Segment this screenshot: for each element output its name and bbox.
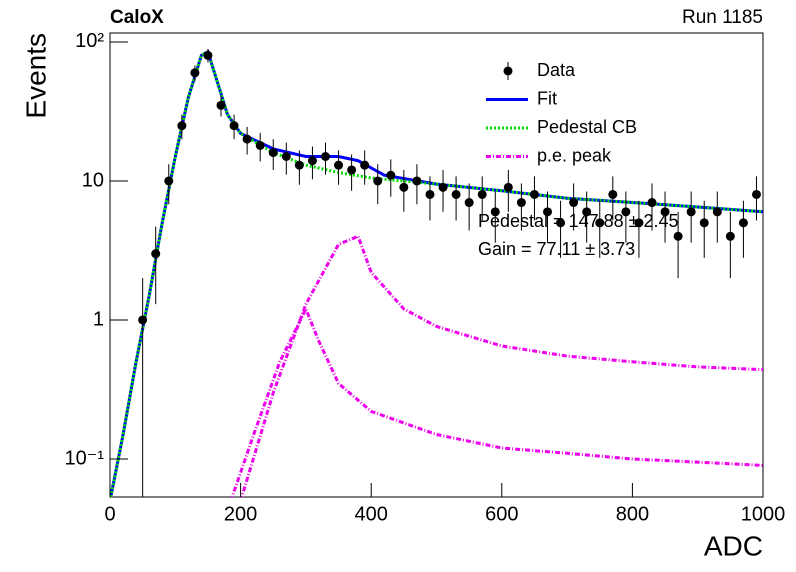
data-point [216, 100, 226, 110]
data-point [503, 182, 513, 192]
data-point [177, 121, 187, 131]
data-point [373, 176, 383, 186]
data-point [164, 176, 174, 186]
data-point [725, 231, 735, 241]
data-point [660, 207, 670, 217]
annotation: Gain = 77.11 ± 3.73 [478, 239, 635, 259]
data-point [712, 207, 722, 217]
data-point [621, 207, 631, 217]
data-point [242, 134, 252, 144]
chart-title: CaloX [110, 7, 164, 28]
data-point [203, 50, 213, 60]
data-point [608, 189, 618, 199]
data-point [399, 182, 409, 192]
y-tick-label: 10⁻¹ [65, 447, 105, 469]
data-point [307, 156, 317, 166]
data-point [438, 182, 448, 192]
data-point [595, 218, 605, 228]
fit-curve [110, 49, 763, 497]
x-axis-label: ADC [704, 530, 763, 561]
data-point [255, 140, 265, 150]
x-tick-label: 1000 [741, 503, 786, 525]
data-point [686, 207, 696, 217]
data-point [151, 249, 161, 259]
y-tick-label: 1 [93, 308, 104, 330]
data-point [543, 207, 553, 217]
data-point [647, 198, 657, 208]
data-point [412, 176, 422, 186]
data-point [425, 189, 435, 199]
data-point [582, 207, 592, 217]
x-tick-label: 0 [104, 503, 115, 525]
run-label: Run 1185 [682, 7, 763, 28]
legend-label: p.e. peak [537, 145, 612, 165]
data-point [464, 198, 474, 208]
y-axis-label: Events [20, 33, 51, 119]
data-point [751, 189, 761, 199]
data-point [294, 160, 304, 170]
legend-label: Fit [537, 88, 557, 108]
legend-marker [503, 66, 513, 76]
data-point [138, 315, 148, 325]
data-point [347, 165, 357, 175]
legend-label: Data [537, 60, 576, 80]
y-tick-label: 10 [82, 169, 104, 191]
data-point [451, 189, 461, 199]
fit-curve [230, 305, 763, 497]
data-point [490, 207, 500, 217]
plot-frame [109, 32, 764, 498]
data-point [699, 218, 709, 228]
x-tick-label: 600 [485, 503, 518, 525]
data-point [386, 170, 396, 180]
data-point [556, 218, 566, 228]
data-point [360, 160, 370, 170]
plot-area [110, 49, 763, 497]
annotation: Pedestal = 147.88 ± 2.45 [478, 211, 679, 231]
data-point [320, 151, 330, 161]
data-point [738, 218, 748, 228]
x-tick-label: 400 [355, 503, 388, 525]
data-point [190, 68, 200, 78]
data-point [334, 160, 344, 170]
fit-curve [240, 234, 763, 497]
legend-label: Pedestal CB [537, 117, 637, 137]
data-point [268, 148, 278, 158]
x-tick-label: 800 [616, 503, 649, 525]
data-point [229, 121, 239, 131]
data-point [516, 198, 526, 208]
data-point [569, 198, 579, 208]
fit-curve [110, 49, 763, 497]
x-tick-label: 200 [224, 503, 257, 525]
data-point [281, 151, 291, 161]
y-tick-label: 10² [75, 30, 104, 52]
data-point [673, 231, 683, 241]
data-point [529, 189, 539, 199]
data-point [634, 218, 644, 228]
data-point [477, 189, 487, 199]
